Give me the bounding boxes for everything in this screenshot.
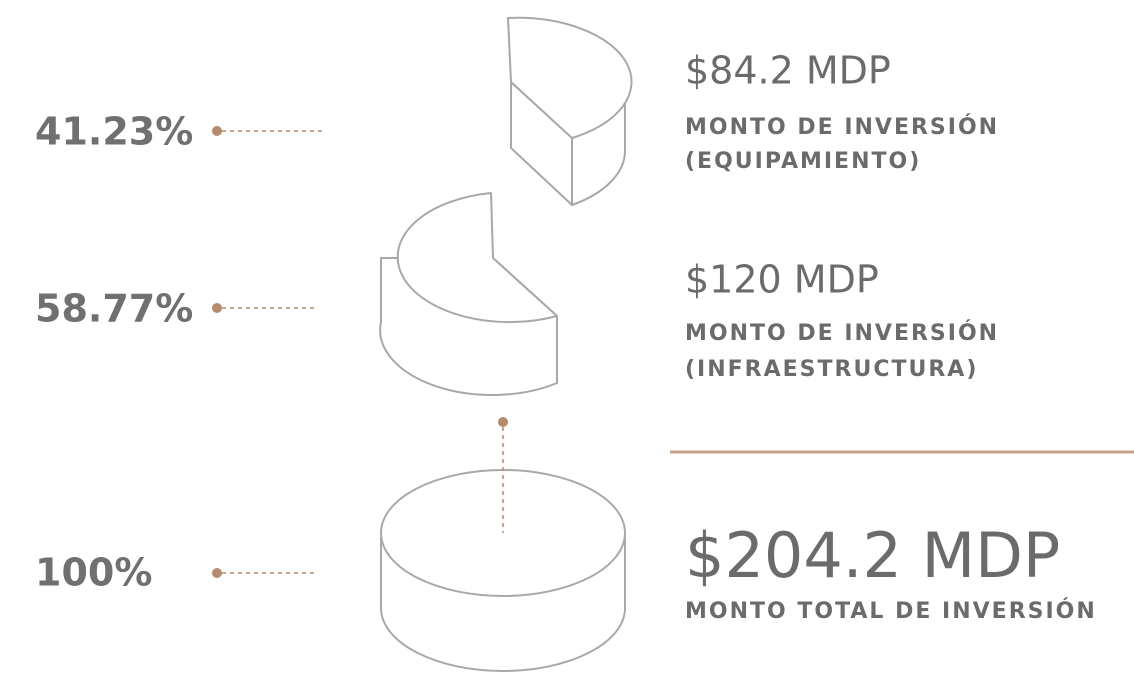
- dot: [212, 303, 222, 313]
- label: (EQUIPAMIENTO): [685, 149, 921, 174]
- label: MONTO DE INVERSIÓN: [685, 320, 999, 346]
- slice-top: [507, 16, 633, 139]
- dot: [212, 568, 222, 578]
- total-amount: $204.2 MDP: [685, 519, 1060, 592]
- total-label: MONTO TOTAL DE INVERSIÓN: [685, 598, 1097, 624]
- dot: [212, 126, 222, 136]
- dot: [498, 417, 508, 427]
- label: (INFRAESTRUCTURA): [685, 357, 978, 382]
- percent: 100%: [35, 551, 152, 595]
- percent: 58.77%: [35, 287, 193, 331]
- percent: 41.23%: [35, 110, 193, 154]
- slice-top: [396, 192, 558, 324]
- amount: $120 MDP: [685, 258, 879, 302]
- amount: $84.2 MDP: [685, 49, 891, 93]
- label: MONTO DE INVERSIÓN: [685, 114, 999, 140]
